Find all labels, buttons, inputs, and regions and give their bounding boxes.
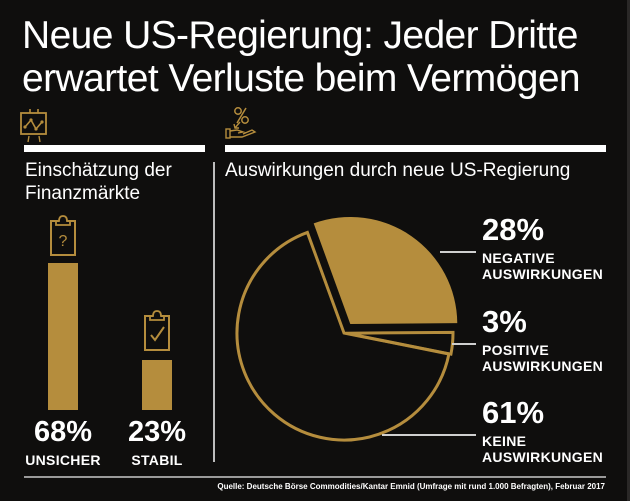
svg-text:?: ?: [59, 233, 68, 250]
bar-stabil: [142, 360, 172, 410]
right-section-title: Auswirkungen durch neue US-Regierung: [225, 160, 571, 181]
pie-label-keine-line-1: KEINE: [482, 433, 527, 449]
source-note: Quelle: Deutsche Börse Commodities/Kanta…: [217, 482, 605, 491]
page-title: Neue US-Regierung: Jeder Dritte erwartet…: [22, 14, 581, 100]
pie-label-positive: 3% POSITIVE AUSWIRKUNGEN: [482, 304, 604, 375]
title-line-1: Neue US-Regierung: Jeder Dritte: [22, 14, 578, 57]
bar-label-unsicher: 68% UNSICHER: [22, 417, 104, 468]
bar-category-unsicher: UNSICHER: [25, 452, 101, 468]
right-section-rule: [225, 145, 606, 152]
pie-slice-keine: [235, 230, 451, 442]
vertical-divider: [213, 162, 215, 462]
pie-label-keine: 61% KEINE AUSWIRKUNGEN: [482, 395, 604, 466]
leader-line-positive: [452, 343, 476, 345]
left-section-title: Einschätzung der Finanzmärkte: [25, 159, 172, 205]
pie-label-negative: 28% NEGATIVE AUSWIRKUNGEN: [482, 212, 604, 283]
clipboard-question-icon: ?: [50, 215, 76, 256]
pie-label-keine-line-2: AUSWIRKUNGEN: [482, 449, 604, 465]
pie-value-negative: 28%: [482, 212, 545, 247]
pie-slice-negative: [313, 216, 458, 324]
left-section-rule: [24, 145, 205, 152]
bar-category-stabil: STABIL: [131, 452, 183, 468]
pie-label-negative-line-2: AUSWIRKUNGEN: [482, 266, 604, 282]
left-section-title-line-2: Finanzmärkte: [25, 183, 141, 204]
pie-label-negative-line-1: NEGATIVE: [482, 250, 555, 266]
bar-label-stabil: 23% STABIL: [116, 417, 198, 468]
title-line-2: erwartet Verluste beim Vermögen: [22, 57, 581, 100]
bar-value-stabil: 23%: [127, 416, 187, 448]
leader-line-keine: [382, 434, 476, 436]
left-section-title-line-1: Einschätzung der: [25, 160, 172, 181]
pie-value-keine: 61%: [482, 395, 545, 430]
bar-value-unsicher: 68%: [33, 416, 93, 448]
percent-hand-icon: [225, 107, 257, 139]
pie-label-positive-line-2: AUSWIRKUNGEN: [482, 358, 604, 374]
pie-label-positive-line-1: POSITIVE: [482, 342, 549, 358]
chart-presentation-icon: [20, 109, 47, 143]
leader-line-negative: [440, 251, 476, 253]
clipboard-check-icon: [144, 310, 170, 351]
bar-unsicher: [48, 263, 78, 410]
right-edge-strip: [627, 0, 630, 501]
pie-value-positive: 3%: [482, 304, 527, 339]
footer-rule: [24, 476, 606, 478]
